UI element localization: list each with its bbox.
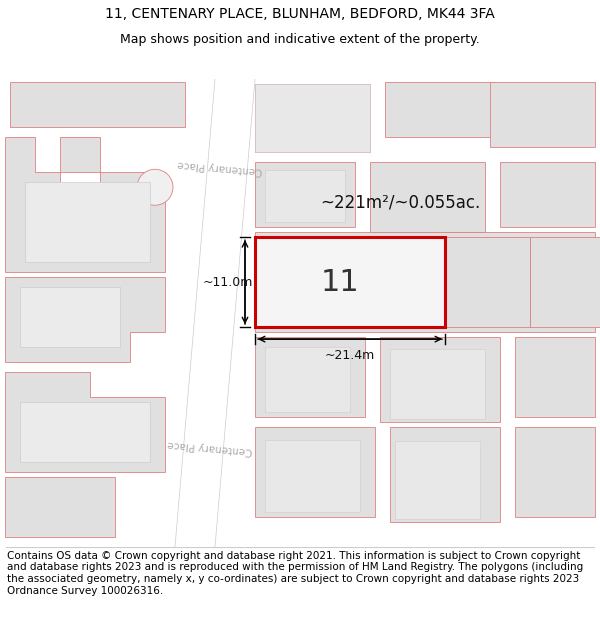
Text: ~221m²/~0.055ac.: ~221m²/~0.055ac.	[320, 193, 480, 211]
Bar	[255, 84, 370, 152]
Bar	[370, 162, 485, 232]
Bar	[265, 347, 350, 412]
Bar	[390, 427, 500, 522]
Bar	[20, 402, 150, 462]
Bar	[255, 337, 365, 417]
Text: ~11.0m: ~11.0m	[203, 276, 253, 289]
Circle shape	[137, 169, 173, 205]
Bar	[255, 162, 355, 228]
Polygon shape	[5, 372, 165, 472]
Bar	[265, 170, 345, 222]
Bar	[25, 182, 150, 262]
Bar	[530, 238, 600, 327]
Text: Contains OS data © Crown copyright and database right 2021. This information is : Contains OS data © Crown copyright and d…	[7, 551, 583, 596]
Text: Centenary Place: Centenary Place	[167, 438, 253, 456]
Bar	[263, 245, 418, 319]
Bar	[385, 82, 495, 138]
Bar	[265, 440, 360, 512]
Bar	[5, 477, 115, 537]
Text: ~21.4m: ~21.4m	[325, 349, 375, 362]
Bar	[395, 441, 480, 519]
Bar	[515, 427, 595, 517]
Bar	[20, 287, 120, 347]
Text: Map shows position and indicative extent of the property.: Map shows position and indicative extent…	[120, 34, 480, 46]
Bar	[445, 238, 530, 327]
Polygon shape	[60, 138, 100, 172]
Polygon shape	[175, 79, 255, 547]
Bar	[390, 349, 485, 419]
Text: 11, CENTENARY PLACE, BLUNHAM, BEDFORD, MK44 3FA: 11, CENTENARY PLACE, BLUNHAM, BEDFORD, M…	[105, 8, 495, 21]
Bar	[500, 162, 595, 228]
Text: Centenary Place: Centenary Place	[177, 159, 263, 176]
Text: 11: 11	[320, 268, 359, 297]
Bar	[10, 82, 185, 127]
Polygon shape	[5, 138, 165, 272]
Bar	[515, 337, 595, 417]
Bar	[255, 238, 445, 327]
Bar	[490, 82, 595, 148]
Bar	[255, 84, 370, 152]
Bar	[255, 427, 375, 517]
Bar	[380, 337, 500, 422]
Bar	[255, 232, 595, 332]
Polygon shape	[5, 277, 165, 362]
